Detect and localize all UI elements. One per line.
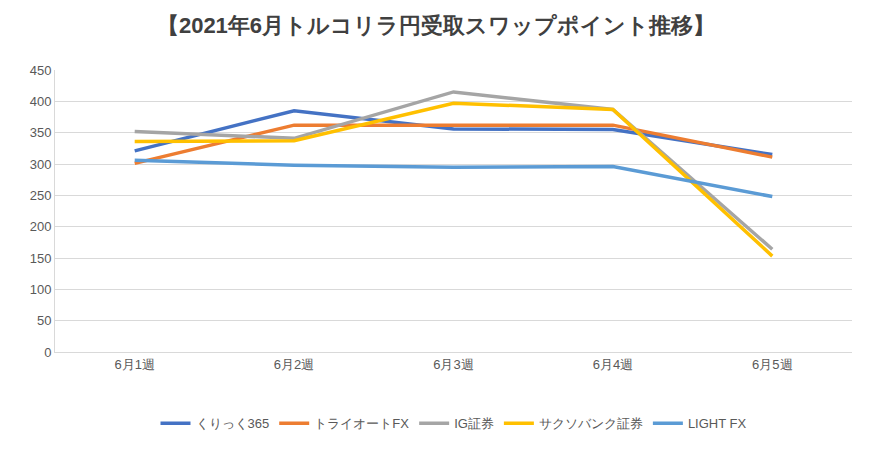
svg-text:450: 450 [30, 63, 52, 78]
svg-text:くりっく365: くりっく365 [196, 416, 270, 431]
svg-text:200: 200 [30, 219, 52, 234]
svg-text:50: 50 [37, 313, 51, 328]
svg-text:IG証券: IG証券 [454, 416, 494, 431]
svg-text:【2021年6月トルコリラ円受取スワップポイント推移】: 【2021年6月トルコリラ円受取スワップポイント推移】 [157, 13, 715, 38]
svg-text:350: 350 [30, 125, 52, 140]
svg-text:6月1週: 6月1週 [114, 357, 154, 372]
svg-text:300: 300 [30, 157, 52, 172]
svg-text:6月2週: 6月2週 [274, 357, 314, 372]
svg-text:6月4週: 6月4週 [593, 357, 633, 372]
svg-text:0: 0 [44, 345, 51, 360]
svg-text:LIGHT FX: LIGHT FX [688, 416, 747, 431]
svg-text:6月5週: 6月5週 [752, 357, 792, 372]
svg-text:150: 150 [30, 251, 52, 266]
svg-text:250: 250 [30, 188, 52, 203]
svg-text:100: 100 [30, 282, 52, 297]
svg-text:トライオートFX: トライオートFX [314, 416, 409, 431]
svg-text:サクソバンク証券: サクソバンク証券 [539, 416, 643, 431]
svg-text:6月3週: 6月3週 [433, 357, 473, 372]
svg-text:400: 400 [30, 94, 52, 109]
